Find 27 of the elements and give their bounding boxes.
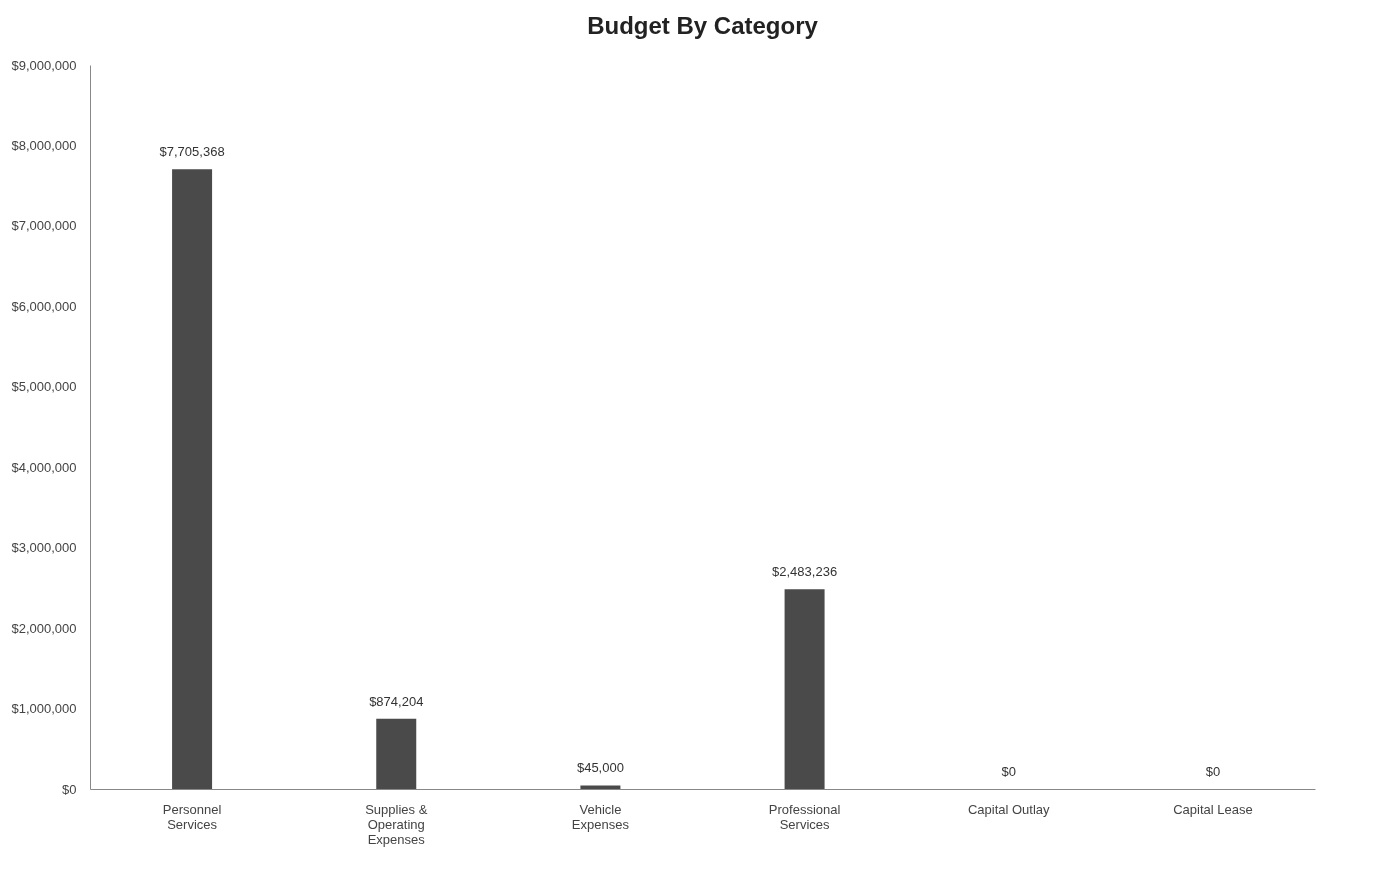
chart-title: Budget By Category (587, 12, 819, 39)
x-tick-label: Vehicle Expenses (571, 801, 630, 832)
x-tick-label: Capital Outlay (967, 801, 1051, 817)
bar (784, 589, 825, 789)
bar (172, 169, 213, 789)
x-tick-label: Personnel Services (162, 801, 222, 832)
y-tick-label: $6,000,000 (11, 298, 77, 314)
y-tick-label: $0 (62, 781, 77, 797)
data-label: $7,705,368 (159, 144, 225, 160)
data-label: $0 (1001, 764, 1016, 779)
data-label: $45,000 (576, 760, 624, 776)
y-tick-label: $9,000,000 (11, 57, 77, 73)
data-label: $874,204 (369, 693, 424, 709)
data-label: $2,483,236 (772, 564, 838, 580)
x-tick-label: Supplies & Operating Expenses (365, 801, 428, 847)
y-tick-label: $2,000,000 (11, 620, 77, 636)
y-tick-label: $8,000,000 (11, 137, 77, 153)
y-tick-label: $4,000,000 (11, 459, 77, 475)
y-tick-label: $5,000,000 (11, 379, 77, 395)
data-label: $0 (1205, 764, 1221, 779)
y-tick-label: $7,000,000 (11, 218, 77, 234)
x-tick-label: Professional Services (768, 801, 841, 832)
y-tick-label: $3,000,000 (11, 540, 77, 556)
x-tick-label: Capital Lease (1173, 801, 1253, 817)
y-tick-label: $1,000,000 (11, 701, 77, 717)
bar (376, 718, 417, 789)
bar (580, 785, 621, 789)
